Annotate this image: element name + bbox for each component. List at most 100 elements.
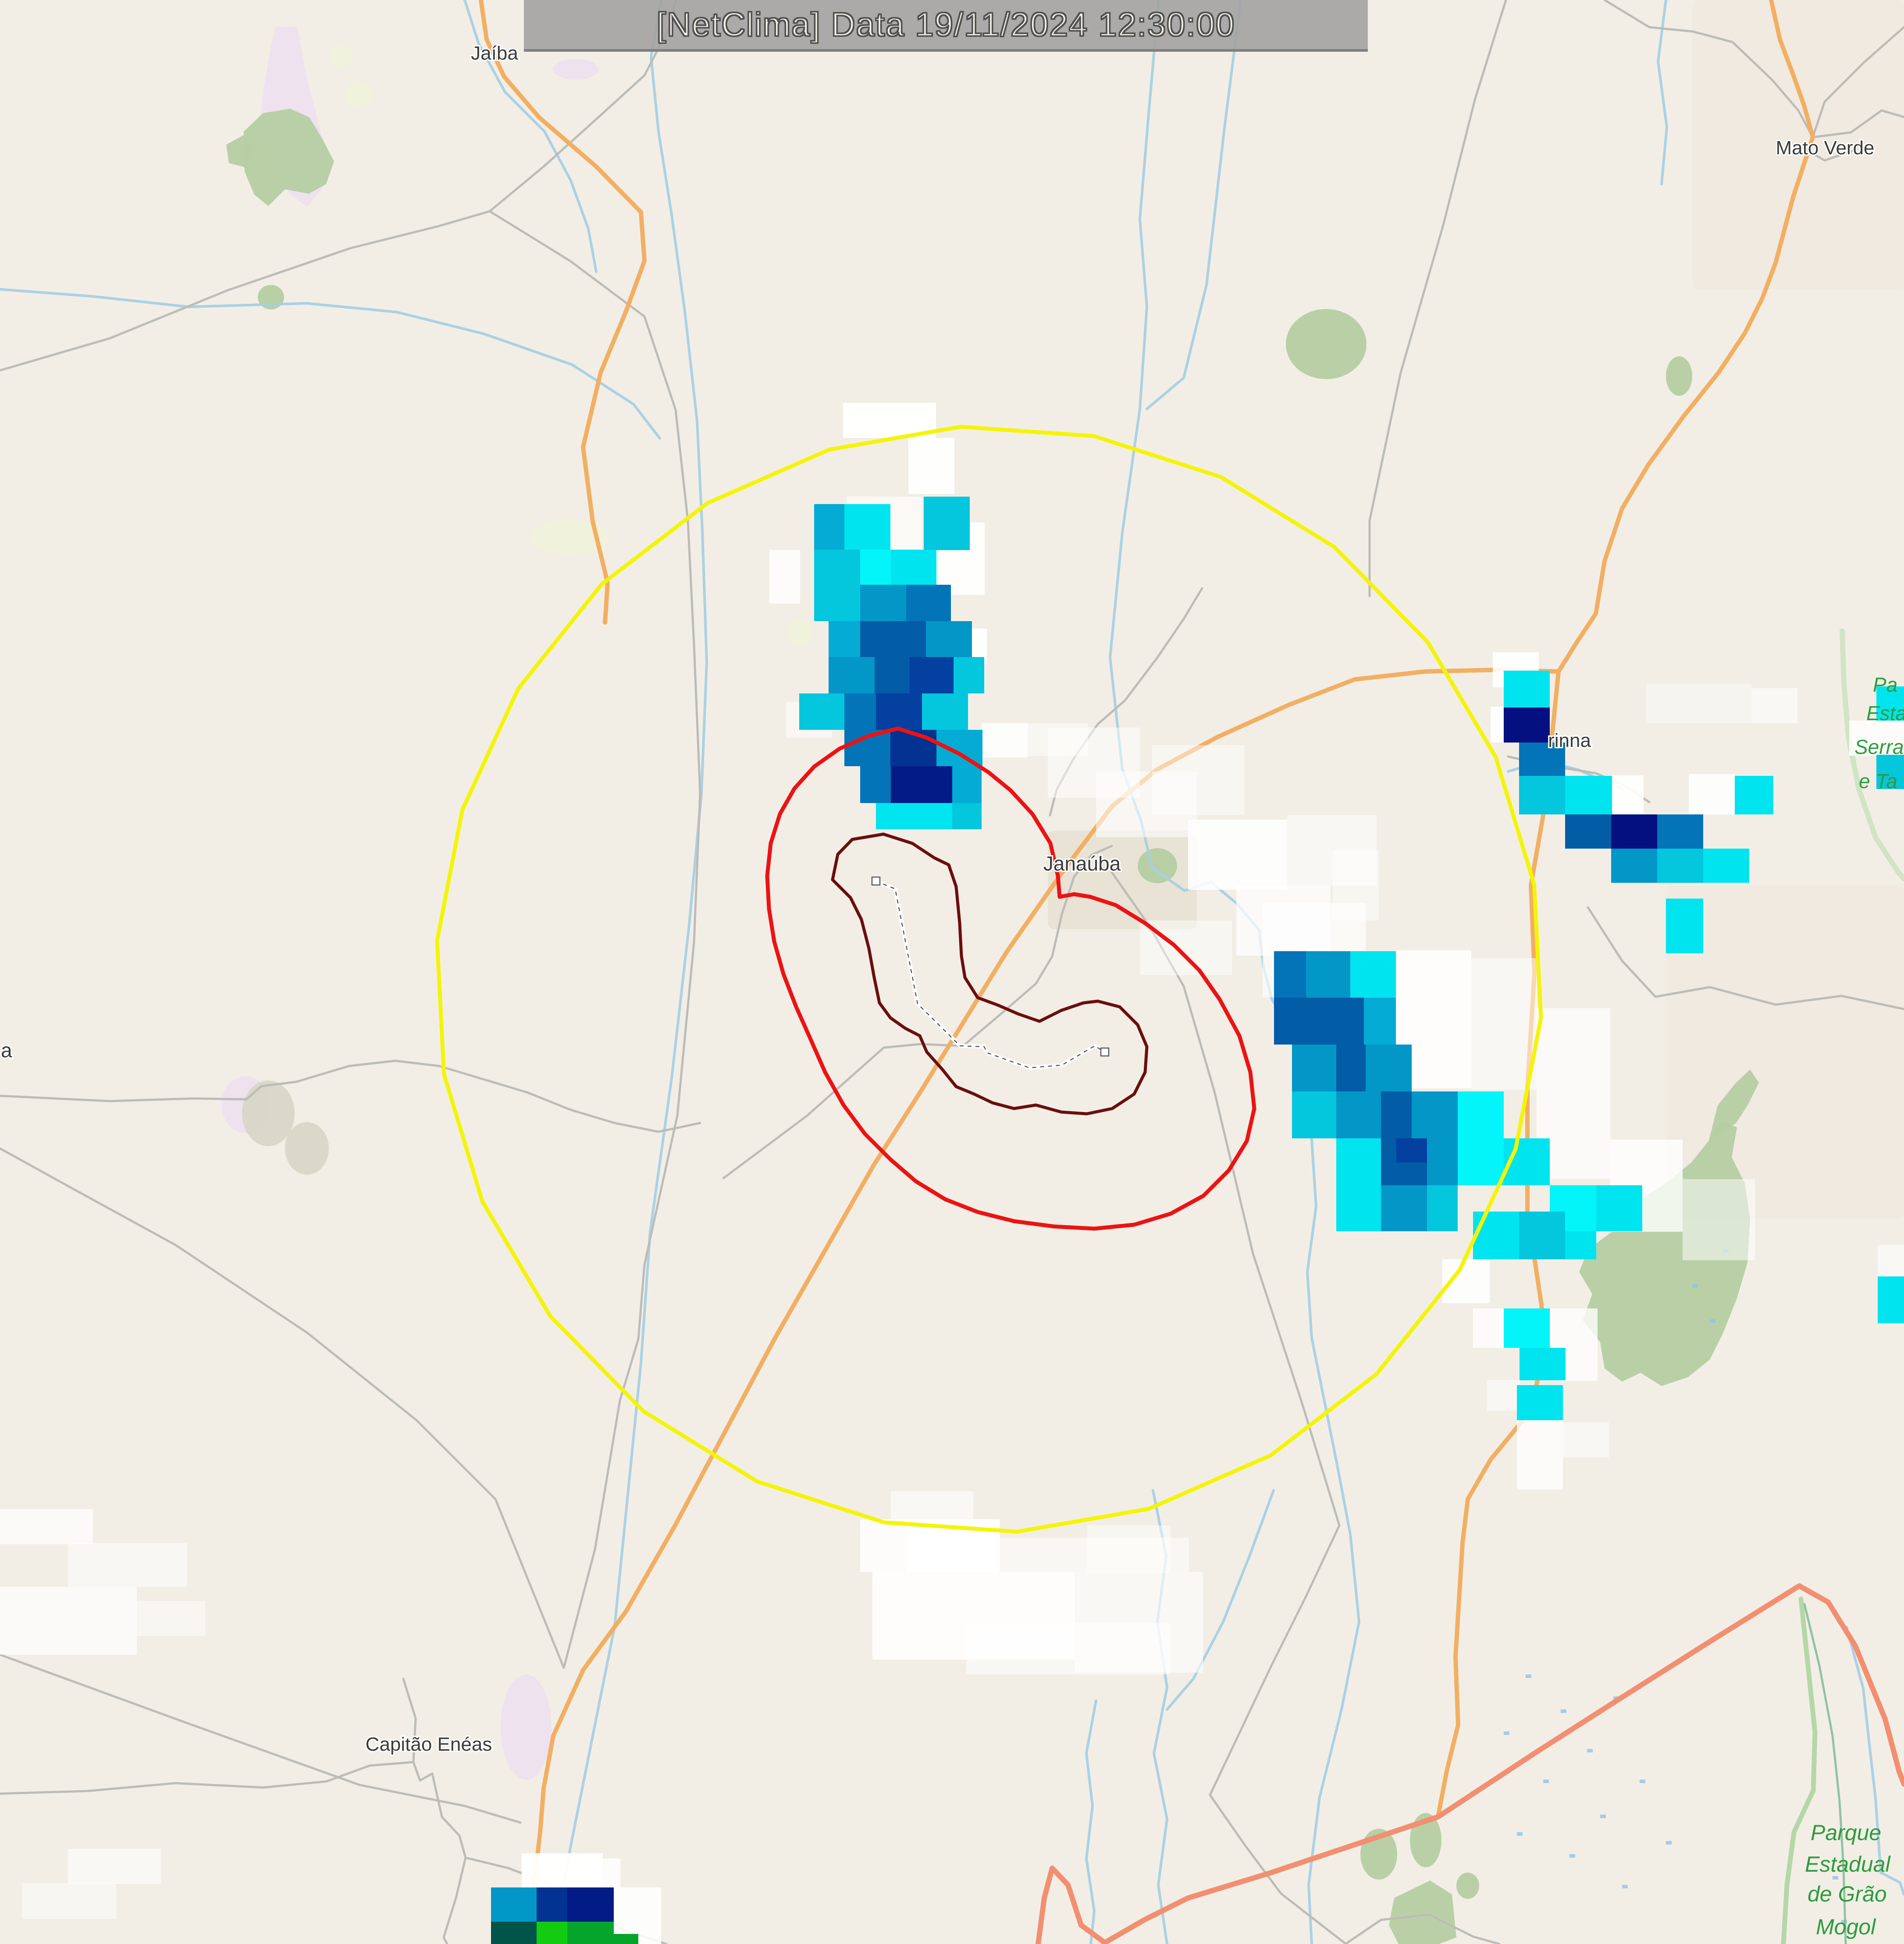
gray-road bbox=[1811, 26, 1904, 139]
radar-cell-cy1 bbox=[1876, 686, 1904, 721]
park-boundary-teal-layer bbox=[1803, 1603, 1847, 1944]
radar-cell-bl2 bbox=[1274, 951, 1306, 998]
alert-contour-outer bbox=[765, 726, 1256, 1231]
radar-cell-bl1 bbox=[926, 621, 972, 657]
gray-road bbox=[722, 845, 1113, 1180]
radar-veil-cell bbox=[1487, 1380, 1520, 1411]
marsh-dots bbox=[1587, 1749, 1593, 1752]
radar-cell-nv2 bbox=[537, 1887, 567, 1922]
radar-cell-bl1 bbox=[1366, 1045, 1412, 1091]
radar-veil-cell bbox=[982, 723, 1028, 757]
radar-veil-cell bbox=[1689, 774, 1735, 814]
radar-cell-cy1 bbox=[1520, 1348, 1566, 1380]
radar-cell-nv2 bbox=[890, 730, 936, 766]
radar-cell-cy1 bbox=[1350, 951, 1396, 998]
radar-cell-bl3 bbox=[1381, 1091, 1412, 1138]
radar-cell-cy3 bbox=[952, 766, 982, 803]
forest-area bbox=[1138, 848, 1177, 883]
marsh-dots bbox=[1640, 1780, 1645, 1783]
forest-area bbox=[244, 109, 334, 206]
alert-contour-inner bbox=[831, 832, 1149, 1116]
salmon-road bbox=[1036, 1583, 1904, 1944]
radar-cell-cy2 bbox=[799, 693, 844, 730]
radar-veil-cell bbox=[22, 1883, 116, 1919]
town-label: Capitão Enéas bbox=[366, 1734, 492, 1755]
radar-cell-cy2 bbox=[922, 693, 968, 730]
radar-veil-cell bbox=[769, 550, 800, 604]
orange-road bbox=[1110, 668, 1561, 809]
radar-cell-cy1 bbox=[876, 803, 952, 829]
radar-cell-cy3 bbox=[1364, 998, 1396, 1045]
radar-veil-cell bbox=[1563, 1422, 1609, 1457]
radar-cell-cy2 bbox=[1519, 776, 1565, 814]
radar-cell-nv1 bbox=[1396, 1138, 1427, 1162]
radar-cell-gn2 bbox=[567, 1922, 614, 1944]
radar-cell-cy2 bbox=[1519, 1212, 1565, 1259]
town-label: Mato Verde bbox=[1776, 137, 1874, 159]
marsh-dots bbox=[1517, 1832, 1523, 1836]
marsh-dots bbox=[1833, 1876, 1838, 1880]
radar-veil-cell bbox=[1287, 815, 1377, 885]
radar-cell-cy1 bbox=[1735, 776, 1773, 814]
radar-veil-cell bbox=[891, 1491, 973, 1520]
park-label-grao-mogol: Estadual bbox=[1805, 1852, 1891, 1876]
meadow-area bbox=[530, 519, 609, 554]
radar-cell-bl3 bbox=[1274, 998, 1364, 1045]
gray-road bbox=[0, 1653, 522, 1824]
map-title-overlay: [NetClima] Data 19/11/2024 12:30:00 bbox=[524, 0, 1368, 52]
radar-veil-cell bbox=[1471, 958, 1537, 1090]
radar-cell-cy1 bbox=[844, 504, 890, 550]
residential-area bbox=[501, 1674, 552, 1780]
radar-cell-bl2 bbox=[860, 766, 891, 803]
marsh-dots bbox=[1561, 1709, 1566, 1713]
park-boundary-teal bbox=[1803, 1603, 1847, 1944]
radar-veil-cell bbox=[987, 1538, 1189, 1572]
marsh-dots bbox=[1710, 1319, 1715, 1323]
radar-cell-cy1 bbox=[1878, 1276, 1904, 1323]
river bbox=[1166, 1489, 1275, 1711]
forest-area bbox=[1709, 1070, 1759, 1141]
marsh-dots bbox=[1504, 1731, 1509, 1735]
radar-cell-cy2 bbox=[954, 657, 984, 693]
radar-cell-bl3 bbox=[1336, 1045, 1366, 1091]
radar-veil-cell bbox=[1096, 771, 1197, 837]
radar-cell-bl1 bbox=[1412, 1091, 1458, 1138]
radar-veil-cell bbox=[1683, 1179, 1755, 1260]
marsh-dots bbox=[1543, 1780, 1549, 1783]
river bbox=[0, 288, 661, 440]
radar-cell-cy0 bbox=[1504, 1308, 1550, 1348]
river bbox=[1657, 0, 1668, 185]
gray-road bbox=[1587, 906, 1904, 1010]
radar-veil-cell bbox=[0, 1509, 93, 1544]
radar-cell-cy1 bbox=[1336, 1138, 1381, 1185]
river bbox=[1085, 1699, 1097, 1944]
radar-cell-cy1 bbox=[1596, 1185, 1642, 1231]
radar-cell-nv3 bbox=[891, 766, 952, 803]
radar-cell-cy2 bbox=[924, 497, 970, 550]
radar-cell-cy1 bbox=[1703, 849, 1749, 883]
scrub-area bbox=[285, 1122, 329, 1175]
radar-cell-bl2 bbox=[906, 585, 951, 621]
radar-cell-bl2 bbox=[844, 693, 876, 730]
radar-veil-cell bbox=[1849, 721, 1904, 756]
radar-cell-bl1 bbox=[1427, 1138, 1458, 1185]
radar-veil-cell bbox=[0, 1587, 137, 1655]
orange-road-layer bbox=[479, 0, 1815, 1944]
radar-cell-gn1 bbox=[537, 1922, 567, 1944]
radar-cell-nv4 bbox=[1504, 707, 1550, 743]
park-label-grao-mogol: de Grão bbox=[1808, 1882, 1887, 1906]
gray-road bbox=[1603, 0, 1814, 139]
orange-road bbox=[529, 804, 1114, 1944]
gray-road bbox=[0, 1059, 701, 1133]
radar-cell-nv3 bbox=[567, 1887, 614, 1922]
powerline-endpoint bbox=[871, 876, 881, 886]
park-boundary-pale-layer bbox=[1840, 629, 1904, 881]
radar-cell-cy2 bbox=[1876, 755, 1904, 789]
gray-road bbox=[0, 210, 491, 372]
forest-area bbox=[1410, 1813, 1441, 1867]
radar-cell-bl1 bbox=[1336, 1091, 1381, 1138]
gray-road bbox=[1096, 587, 1203, 725]
river bbox=[552, 0, 708, 1944]
